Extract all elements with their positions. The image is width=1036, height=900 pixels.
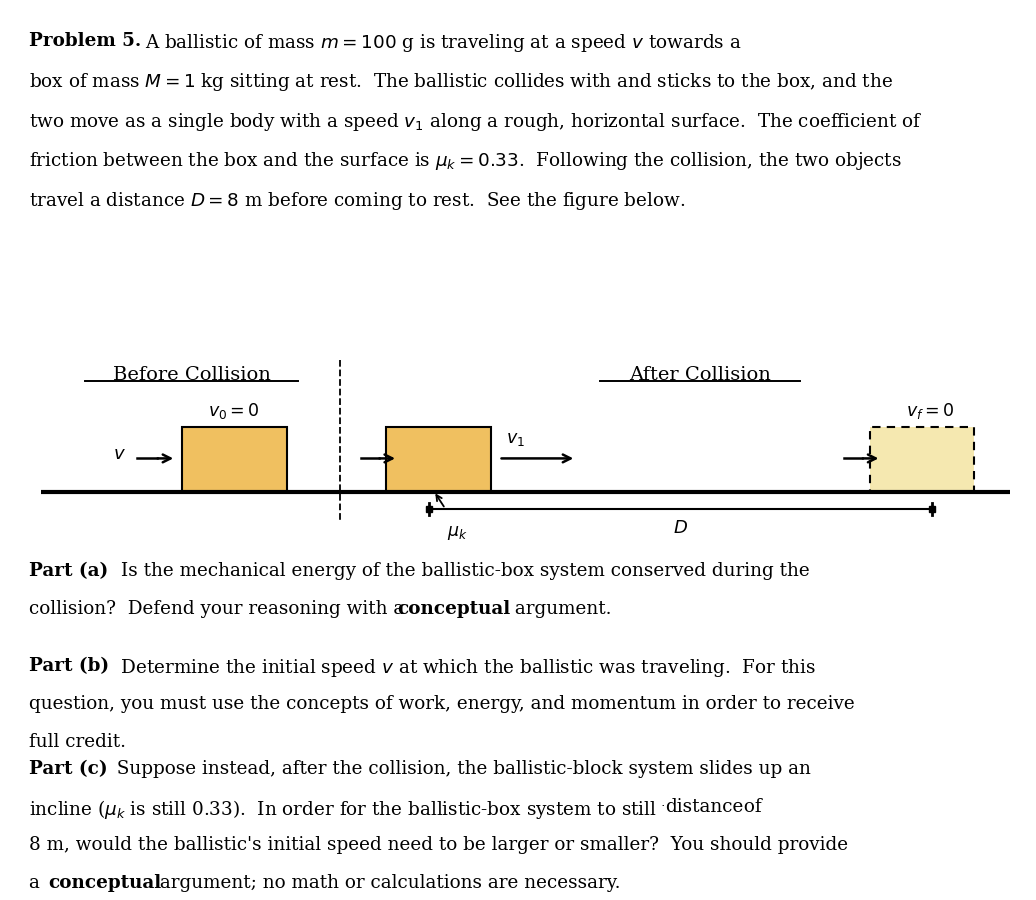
Text: argument; no math or calculations are necessary.: argument; no math or calculations are ne… xyxy=(154,874,621,892)
Text: $v_1$: $v_1$ xyxy=(507,431,525,448)
Text: friction between the box and the surface is $\mu_k = 0.33$.  Following the colli: friction between the box and the surface… xyxy=(29,150,901,172)
Bar xyxy=(386,427,491,492)
Text: box of mass $M = 1$ kg sitting at rest.  The ballistic collides with and sticks : box of mass $M = 1$ kg sitting at rest. … xyxy=(29,71,893,93)
Text: collision?  Defend your reasoning with a: collision? Defend your reasoning with a xyxy=(29,600,410,618)
Text: A ballistic of mass $m = 100$ g is traveling at a speed $v$ towards a: A ballistic of mass $m = 100$ g is trave… xyxy=(145,32,742,53)
Text: distance: distance xyxy=(665,798,744,816)
Text: $\mu_k$: $\mu_k$ xyxy=(448,524,468,542)
Text: Part (a): Part (a) xyxy=(29,562,108,580)
Text: full credit.: full credit. xyxy=(29,733,126,751)
Text: $v_0 = 0$: $v_0 = 0$ xyxy=(208,401,260,421)
Text: conceptual: conceptual xyxy=(397,600,510,618)
Text: Problem 5.: Problem 5. xyxy=(29,32,141,50)
Text: incline ($\mu_k$ is still 0.33).  In order for the ballistic-box system to still: incline ($\mu_k$ is still 0.33). In orde… xyxy=(29,798,735,822)
Text: Suppose instead, after the collision, the ballistic-block system slides up an: Suppose instead, after the collision, th… xyxy=(111,760,811,778)
Text: of: of xyxy=(738,798,761,816)
Text: 8 m, would the ballistic's initial speed need to be larger or smaller?  You shou: 8 m, would the ballistic's initial speed… xyxy=(29,836,848,854)
Text: $v$: $v$ xyxy=(114,445,126,463)
Text: $v_f = 0$: $v_f = 0$ xyxy=(905,401,954,421)
Text: $D$: $D$ xyxy=(672,519,688,537)
Bar xyxy=(869,427,974,492)
Text: conceptual: conceptual xyxy=(49,874,162,892)
Text: argument.: argument. xyxy=(509,600,611,618)
Text: Determine the initial speed $v$ at which the ballistic was traveling.  For this: Determine the initial speed $v$ at which… xyxy=(115,657,816,679)
Text: a: a xyxy=(29,874,46,892)
Text: Part (b): Part (b) xyxy=(29,657,109,675)
Text: Before Collision: Before Collision xyxy=(113,366,270,384)
Text: travel a distance $D = 8$ m before coming to rest.  See the figure below.: travel a distance $D = 8$ m before comin… xyxy=(29,190,686,212)
Bar xyxy=(182,427,287,492)
Text: question, you must use the concepts of work, energy, and momentum in order to re: question, you must use the concepts of w… xyxy=(29,695,855,713)
Text: Part (c): Part (c) xyxy=(29,760,108,778)
Text: two move as a single body with a speed $v_1$ along a rough, horizontal surface. : two move as a single body with a speed $… xyxy=(29,111,923,132)
Text: After Collision: After Collision xyxy=(629,366,771,384)
Text: Is the mechanical energy of the ballistic-box system conserved during the: Is the mechanical energy of the ballisti… xyxy=(115,562,810,580)
